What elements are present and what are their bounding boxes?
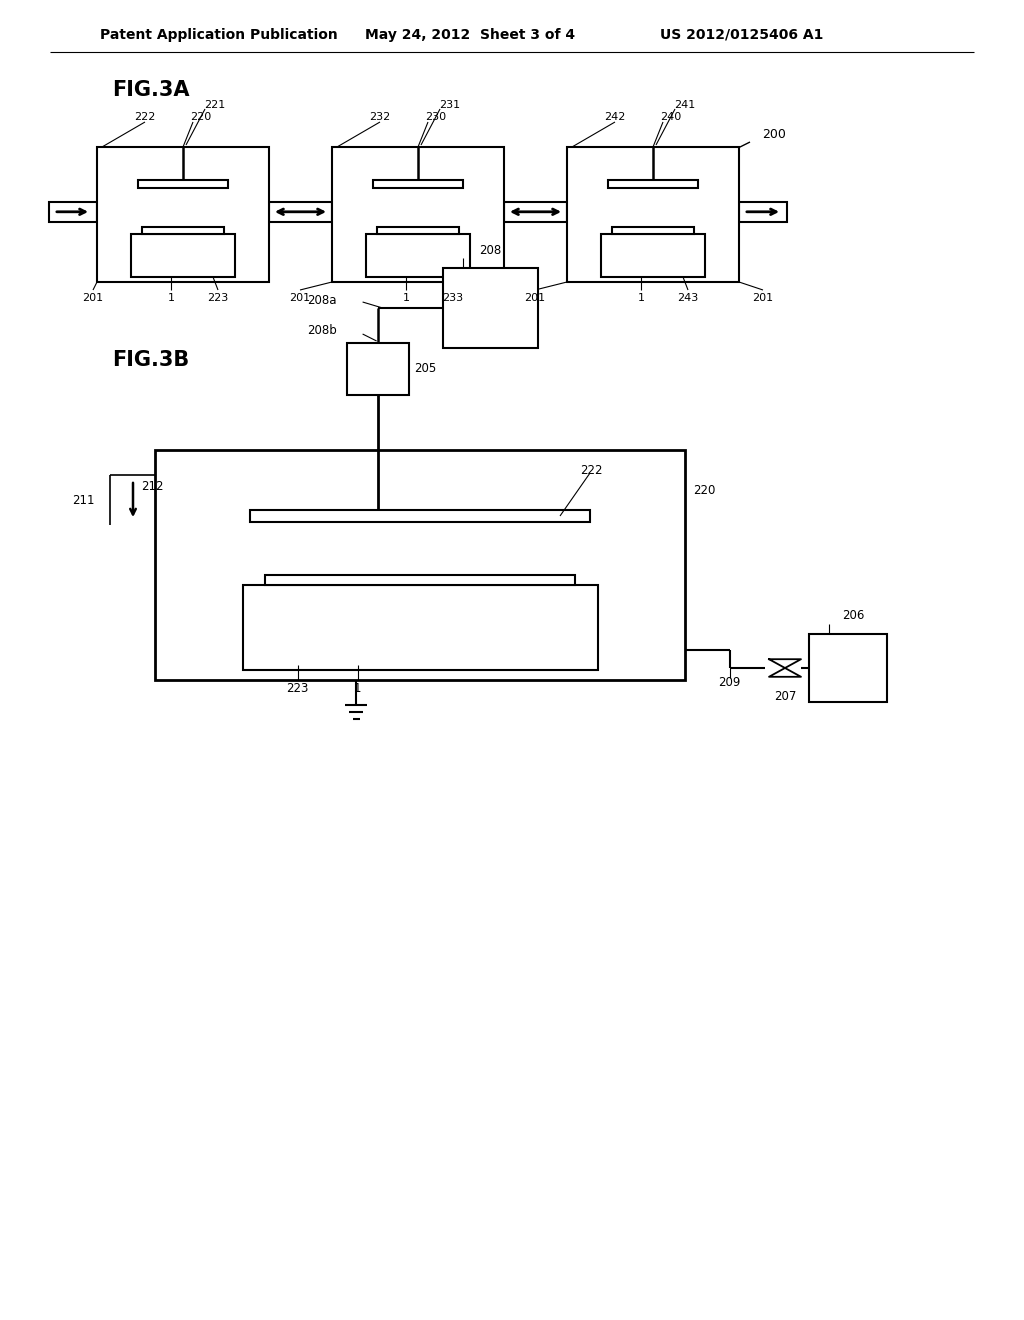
Text: 1: 1 — [402, 293, 410, 304]
Text: 1: 1 — [353, 681, 361, 694]
Text: 241: 241 — [675, 100, 695, 110]
Text: 1: 1 — [168, 293, 174, 304]
Text: 232: 232 — [370, 112, 390, 121]
Text: 222: 222 — [134, 112, 156, 121]
Bar — [138, 180, 227, 187]
Bar — [141, 227, 224, 234]
Bar — [809, 634, 887, 702]
Text: 201: 201 — [83, 293, 103, 304]
Bar — [250, 510, 590, 521]
Text: 1: 1 — [638, 293, 644, 304]
Text: 211: 211 — [73, 494, 95, 507]
Text: Patent Application Publication: Patent Application Publication — [100, 28, 338, 42]
Text: 230: 230 — [425, 112, 446, 121]
Text: 205: 205 — [415, 363, 437, 375]
Text: 233: 233 — [442, 293, 464, 304]
Text: 206: 206 — [842, 609, 864, 622]
Text: 222: 222 — [580, 463, 602, 477]
Bar — [49, 202, 97, 222]
Text: 223: 223 — [287, 681, 308, 694]
Text: 201: 201 — [524, 293, 546, 304]
Bar — [504, 202, 567, 222]
Text: 243: 243 — [677, 293, 698, 304]
Text: FIG.3B: FIG.3B — [112, 350, 189, 370]
Text: 221: 221 — [205, 100, 225, 110]
Bar — [265, 576, 575, 585]
Text: 220: 220 — [190, 112, 212, 121]
Text: 207: 207 — [774, 689, 797, 702]
Text: 220: 220 — [693, 483, 716, 496]
Bar — [377, 227, 460, 234]
Bar — [611, 227, 694, 234]
Text: 201: 201 — [290, 293, 310, 304]
Bar — [269, 202, 332, 222]
Text: 209: 209 — [718, 676, 740, 689]
Text: 208a: 208a — [307, 293, 337, 306]
Bar — [442, 268, 538, 348]
Text: 208: 208 — [479, 244, 501, 257]
Bar — [155, 450, 685, 680]
Text: 208b: 208b — [307, 325, 337, 338]
Polygon shape — [769, 659, 801, 677]
Text: 212: 212 — [141, 480, 164, 494]
Bar — [346, 343, 409, 395]
Text: 240: 240 — [660, 112, 682, 121]
Text: 223: 223 — [208, 293, 228, 304]
Bar — [332, 147, 504, 282]
Bar — [131, 234, 234, 277]
Text: 231: 231 — [439, 100, 461, 110]
Text: FIG.3A: FIG.3A — [112, 81, 189, 100]
Bar — [97, 147, 269, 282]
Bar — [367, 234, 470, 277]
Text: 242: 242 — [604, 112, 626, 121]
Bar — [739, 202, 787, 222]
Text: US 2012/0125406 A1: US 2012/0125406 A1 — [660, 28, 823, 42]
Bar — [601, 234, 705, 277]
Text: 200: 200 — [762, 128, 785, 141]
Bar — [608, 180, 697, 187]
Text: 201: 201 — [753, 293, 773, 304]
Bar — [374, 180, 463, 187]
Text: May 24, 2012  Sheet 3 of 4: May 24, 2012 Sheet 3 of 4 — [365, 28, 575, 42]
Bar — [243, 585, 597, 671]
Bar — [567, 147, 739, 282]
